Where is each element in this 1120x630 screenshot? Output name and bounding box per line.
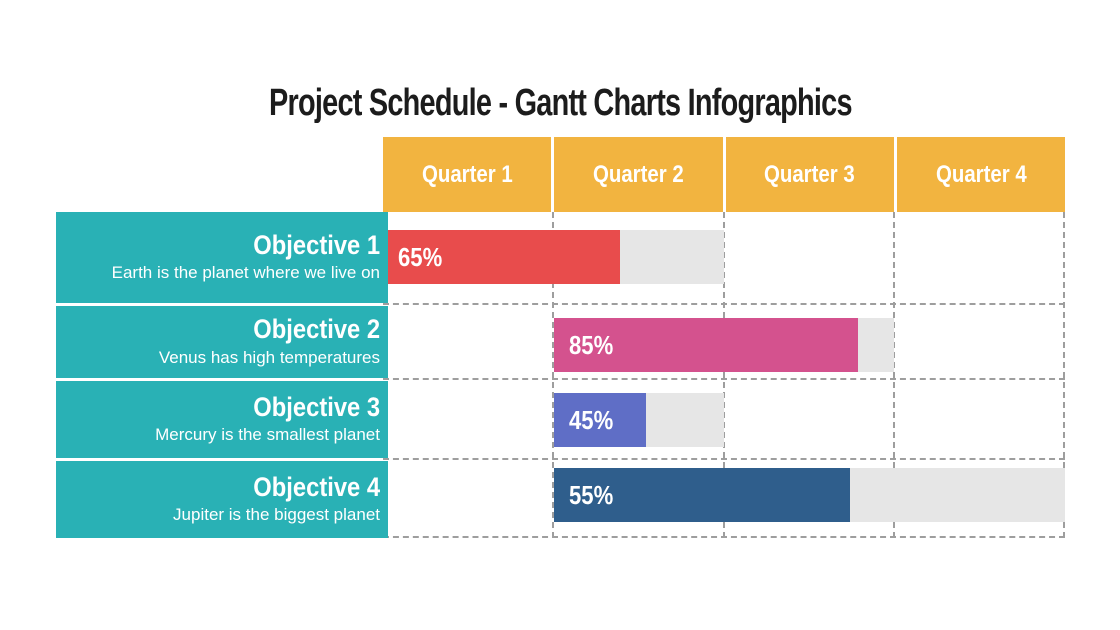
- quarter-label: Quarter 4: [935, 160, 1027, 188]
- grid-vline-q1-q2: [552, 212, 554, 538]
- bar-percent-label: 65%: [398, 241, 443, 272]
- objective-title: Objective 3: [253, 391, 380, 422]
- page-title: Project Schedule - Gantt Charts Infograp…: [0, 82, 1120, 125]
- objective-description: Venus has high temperatures: [158, 347, 380, 367]
- quarter-header-cell-2: Quarter 2: [554, 137, 723, 212]
- grid-vline-q3-q4: [893, 212, 895, 538]
- grid-hline-row2-row3: [383, 378, 1065, 380]
- objective-title: Objective 1: [253, 229, 380, 260]
- bar-fill-objective-3: 45%: [554, 393, 646, 447]
- objective-title: Objective 2: [253, 314, 380, 345]
- quarter-header-row: Quarter 1 Quarter 2 Quarter 3 Quarter 4: [383, 137, 1065, 212]
- objective-column: Objective 1 Earth is the planet where we…: [56, 212, 388, 538]
- grid-hline-bottom: [383, 536, 1065, 538]
- grid-vline-right-edge: [1063, 212, 1065, 538]
- quarter-header-cell-1: Quarter 1: [383, 137, 552, 212]
- grid-hline-row3-row4: [383, 458, 1065, 460]
- objective-row-3: Objective 3 Mercury is the smallest plan…: [56, 381, 388, 458]
- bar-track-objective-2: 85%: [554, 318, 894, 372]
- bar-fill-objective-4: 55%: [554, 468, 851, 522]
- bar-track-objective-3: 45%: [554, 393, 724, 447]
- objective-description: Earth is the planet where we live on: [111, 263, 380, 283]
- objective-row-2: Objective 2 Venus has high temperatures: [56, 306, 388, 378]
- quarter-label: Quarter 1: [421, 160, 513, 188]
- objective-row-1: Objective 1 Earth is the planet where we…: [56, 212, 388, 303]
- grid-hline-row1-row2: [383, 303, 1065, 305]
- bar-fill-objective-1: 65%: [383, 230, 620, 284]
- bar-percent-label: 55%: [569, 479, 614, 510]
- bar-fill-objective-2: 85%: [554, 318, 858, 372]
- page-title-text: Project Schedule - Gantt Charts Infograp…: [268, 82, 853, 125]
- bar-percent-label: 45%: [569, 404, 614, 435]
- quarter-label: Quarter 3: [764, 160, 855, 188]
- objective-description: Mercury is the smallest planet: [155, 425, 380, 445]
- quarter-header-cell-3: Quarter 3: [725, 137, 894, 212]
- bar-percent-label: 85%: [569, 329, 614, 360]
- objective-description: Jupiter is the biggest planet: [173, 505, 380, 525]
- objective-title: Objective 4: [253, 471, 380, 502]
- objective-row-4: Objective 4 Jupiter is the biggest plane…: [56, 461, 388, 538]
- quarter-header-cell-4: Quarter 4: [896, 137, 1065, 212]
- quarter-label: Quarter 2: [593, 160, 684, 188]
- bar-track-objective-4: 55%: [554, 468, 1065, 522]
- grid-vline-q2-q3: [723, 212, 725, 538]
- bar-track-objective-1: 65%: [383, 230, 724, 284]
